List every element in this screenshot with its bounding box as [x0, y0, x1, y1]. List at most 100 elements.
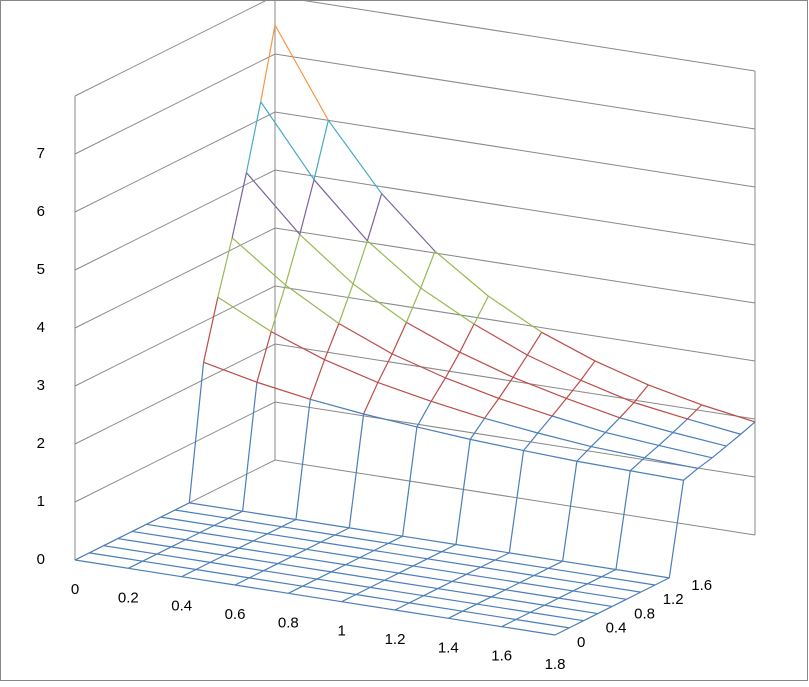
surface-segment	[494, 552, 510, 561]
surface-segment	[480, 566, 535, 577]
surface-segment	[231, 237, 286, 286]
surface-segment	[431, 400, 485, 419]
surface-segment	[174, 502, 190, 511]
surface-segment	[476, 603, 531, 613]
surface-segment	[302, 578, 318, 587]
z-tick-label: 7	[37, 145, 45, 162]
surface-segment	[505, 582, 521, 591]
surface-segment	[509, 552, 563, 562]
surface-segment	[74, 559, 129, 569]
surface-segment	[291, 548, 307, 557]
surface-segment	[156, 553, 211, 563]
surface-segment	[295, 518, 350, 529]
surface-segment	[551, 398, 567, 417]
surface-segment	[633, 401, 688, 420]
grid-line	[74, 53, 756, 155]
surface-segment	[416, 400, 432, 428]
surface-segment	[583, 613, 599, 622]
surface-segment	[505, 589, 559, 599]
surface-segment	[363, 382, 379, 415]
surface-segment	[189, 502, 243, 512]
z-tick-label: 2	[37, 435, 45, 452]
surface-segment	[352, 240, 368, 285]
surface-segment	[252, 533, 268, 542]
surface-segment	[711, 445, 727, 459]
surface-segment	[537, 432, 592, 448]
surface-segment	[697, 457, 713, 469]
surface-segment	[181, 568, 197, 578]
surface-segment	[413, 565, 467, 575]
surface-segment	[263, 570, 317, 580]
surface-segment	[572, 583, 588, 592]
surface-segment	[377, 353, 393, 383]
surface-segment	[209, 554, 225, 563]
surface-segment	[203, 361, 258, 383]
surface-segment	[181, 576, 236, 586]
surface-segment	[373, 549, 428, 560]
surface-segment	[459, 323, 475, 353]
surface-segment	[402, 426, 418, 537]
surface-segment	[459, 351, 514, 378]
surface-segment	[363, 413, 418, 428]
x-tick-label: 0	[71, 581, 79, 598]
surface-segment	[394, 602, 410, 611]
surface-segment	[299, 233, 354, 285]
surface-segment	[330, 564, 346, 573]
grid-line	[74, 169, 756, 271]
surface-segment	[224, 554, 278, 565]
z-tick-label: 5	[37, 261, 45, 278]
surface-segment	[573, 590, 627, 600]
surface-segment	[629, 457, 645, 472]
surface-segment	[245, 101, 262, 173]
surface-segment	[370, 586, 424, 597]
surface-segment	[366, 193, 383, 241]
surface-segment	[527, 354, 581, 381]
surface-segment	[338, 322, 393, 355]
surface-segment	[544, 604, 598, 615]
surface-segment	[576, 446, 592, 462]
depth-tick-label: 1.2	[663, 591, 684, 608]
surface-segment	[267, 526, 282, 535]
surface-segment	[341, 593, 357, 603]
surface-segment	[566, 397, 620, 419]
surface-segment	[427, 558, 481, 568]
surface-segment	[554, 627, 570, 636]
surface-segment	[366, 240, 422, 289]
surface-segment	[523, 432, 539, 451]
surface-segment	[398, 565, 414, 574]
surface-segment	[633, 384, 649, 403]
grid-line	[74, 227, 756, 329]
surface-segment	[224, 547, 240, 556]
surface-segment	[384, 572, 400, 581]
surface-segment	[394, 609, 449, 619]
surface-segment	[355, 586, 371, 596]
surface-segment	[466, 566, 481, 575]
surface-segment	[388, 542, 442, 553]
surface-segment	[281, 518, 297, 528]
surface-segment	[441, 551, 496, 561]
surface-segment	[423, 595, 477, 605]
surface-segment	[320, 541, 375, 552]
surface-segment	[146, 516, 161, 525]
surface-segment	[345, 564, 399, 574]
surface-segment	[597, 605, 613, 615]
z-tick-label: 1	[37, 493, 45, 510]
surface-segment	[512, 354, 528, 378]
surface-segment	[310, 398, 364, 415]
x-tick-label: 0.6	[225, 606, 246, 623]
surface-segment	[551, 415, 606, 434]
surface-segment	[548, 560, 563, 569]
surface-segment	[299, 179, 315, 235]
surface-segment	[558, 590, 574, 599]
surface-segment	[455, 543, 510, 554]
surface-segment	[523, 450, 578, 462]
surface-segment	[630, 470, 684, 481]
surface-segment	[185, 539, 239, 549]
surface-segment	[324, 359, 379, 384]
surface-segment	[381, 193, 436, 252]
surface-segment	[281, 526, 336, 536]
surface-segment	[284, 234, 301, 286]
surface-segment	[420, 287, 475, 325]
surface-segment	[580, 360, 596, 381]
surface-segment	[359, 549, 375, 559]
